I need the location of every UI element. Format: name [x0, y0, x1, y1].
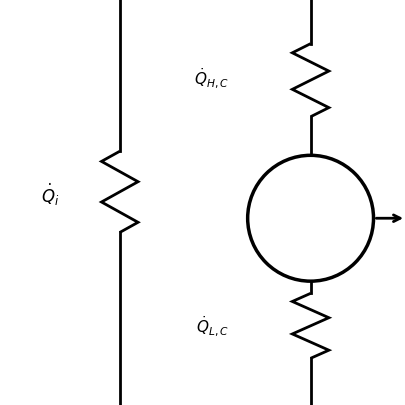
Text: $\dot{Q}_{H,C}$: $\dot{Q}_{H,C}$: [194, 67, 229, 91]
Text: $\dot{Q}_{L,C}$: $\dot{Q}_{L,C}$: [196, 314, 229, 338]
Text: $\dot{Q}_i$: $\dot{Q}_i$: [40, 181, 59, 207]
